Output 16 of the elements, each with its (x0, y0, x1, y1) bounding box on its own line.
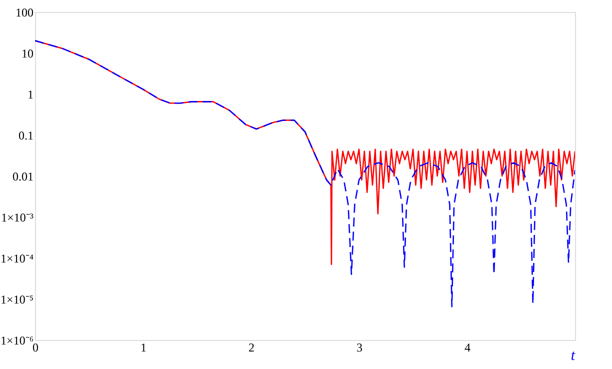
x-tick-label: 0 (32, 340, 38, 354)
x-tick-label: 4 (464, 340, 470, 354)
y-tick-label: 100 (16, 6, 34, 20)
x-tick-label: 3 (356, 340, 362, 354)
y-tick-label: 1 (28, 88, 34, 102)
y-tick-label: 1×10⁻⁵ (0, 292, 34, 306)
x-axis-title: t (570, 348, 576, 364)
y-tick-label: 1×10⁻⁶ (0, 334, 34, 348)
x-tick-label: 1 (140, 340, 146, 354)
y-tick-label: 10 (22, 46, 34, 60)
line-series (35, 40, 575, 308)
y-tick-label: 1×10⁻³ (1, 210, 34, 224)
y-tick-label: 0.1 (18, 128, 34, 142)
x-tick-label: 2 (248, 340, 254, 354)
y-tick-label: 0.01 (12, 170, 34, 184)
y-tick-label: 1×10⁻⁴ (0, 252, 34, 266)
